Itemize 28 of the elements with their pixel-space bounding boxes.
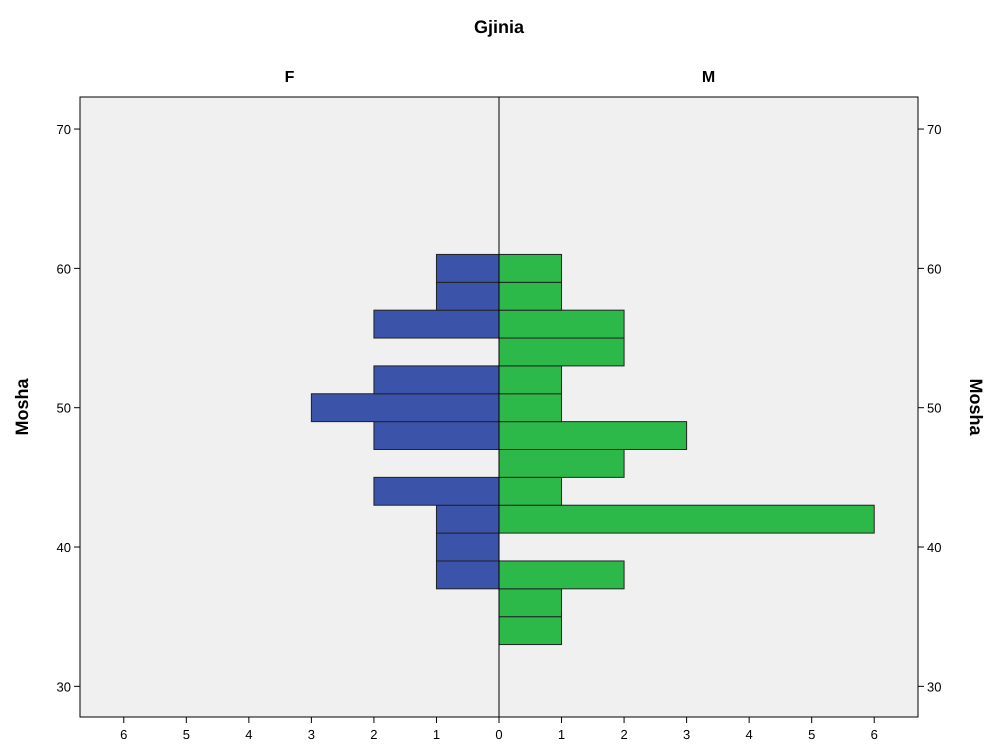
y-tick-label: 50 <box>56 400 71 416</box>
y-tick-label: 40 <box>56 540 71 556</box>
x-tick-label: 1 <box>432 727 440 742</box>
y-tick-label: 30 <box>927 679 942 694</box>
x-tick-label: 0 <box>495 727 503 742</box>
x-tick-label: 1 <box>558 727 566 742</box>
x-tick-label: 3 <box>682 727 690 742</box>
y-axis-title: Mosha <box>12 378 32 436</box>
chart-subtitle: M <box>702 69 716 86</box>
x-tick-label: 4 <box>746 727 753 742</box>
chart-subtitle: F <box>284 69 295 86</box>
y-tick-label: 40 <box>927 540 942 556</box>
x-tick-label: 6 <box>120 727 128 742</box>
x-tick-label: 6 <box>870 727 878 742</box>
y-tick-label: 50 <box>927 400 942 416</box>
x-tick-label: 4 <box>245 727 252 742</box>
x-tick-label: 3 <box>308 727 316 742</box>
x-tick-label: 2 <box>370 727 378 742</box>
y-tick-label: 60 <box>927 261 942 276</box>
x-tick-label: 5 <box>808 727 816 742</box>
y-tick-label: 70 <box>56 122 71 138</box>
y-tick-label: 70 <box>927 122 942 138</box>
x-tick-label: 2 <box>620 727 628 742</box>
chart-title: Gjinia <box>474 17 525 37</box>
x-tick-label: 5 <box>182 727 190 742</box>
y-axis-title: Mosha <box>966 378 986 436</box>
y-tick-label: 30 <box>56 679 71 694</box>
y-tick-label: 60 <box>56 261 71 276</box>
